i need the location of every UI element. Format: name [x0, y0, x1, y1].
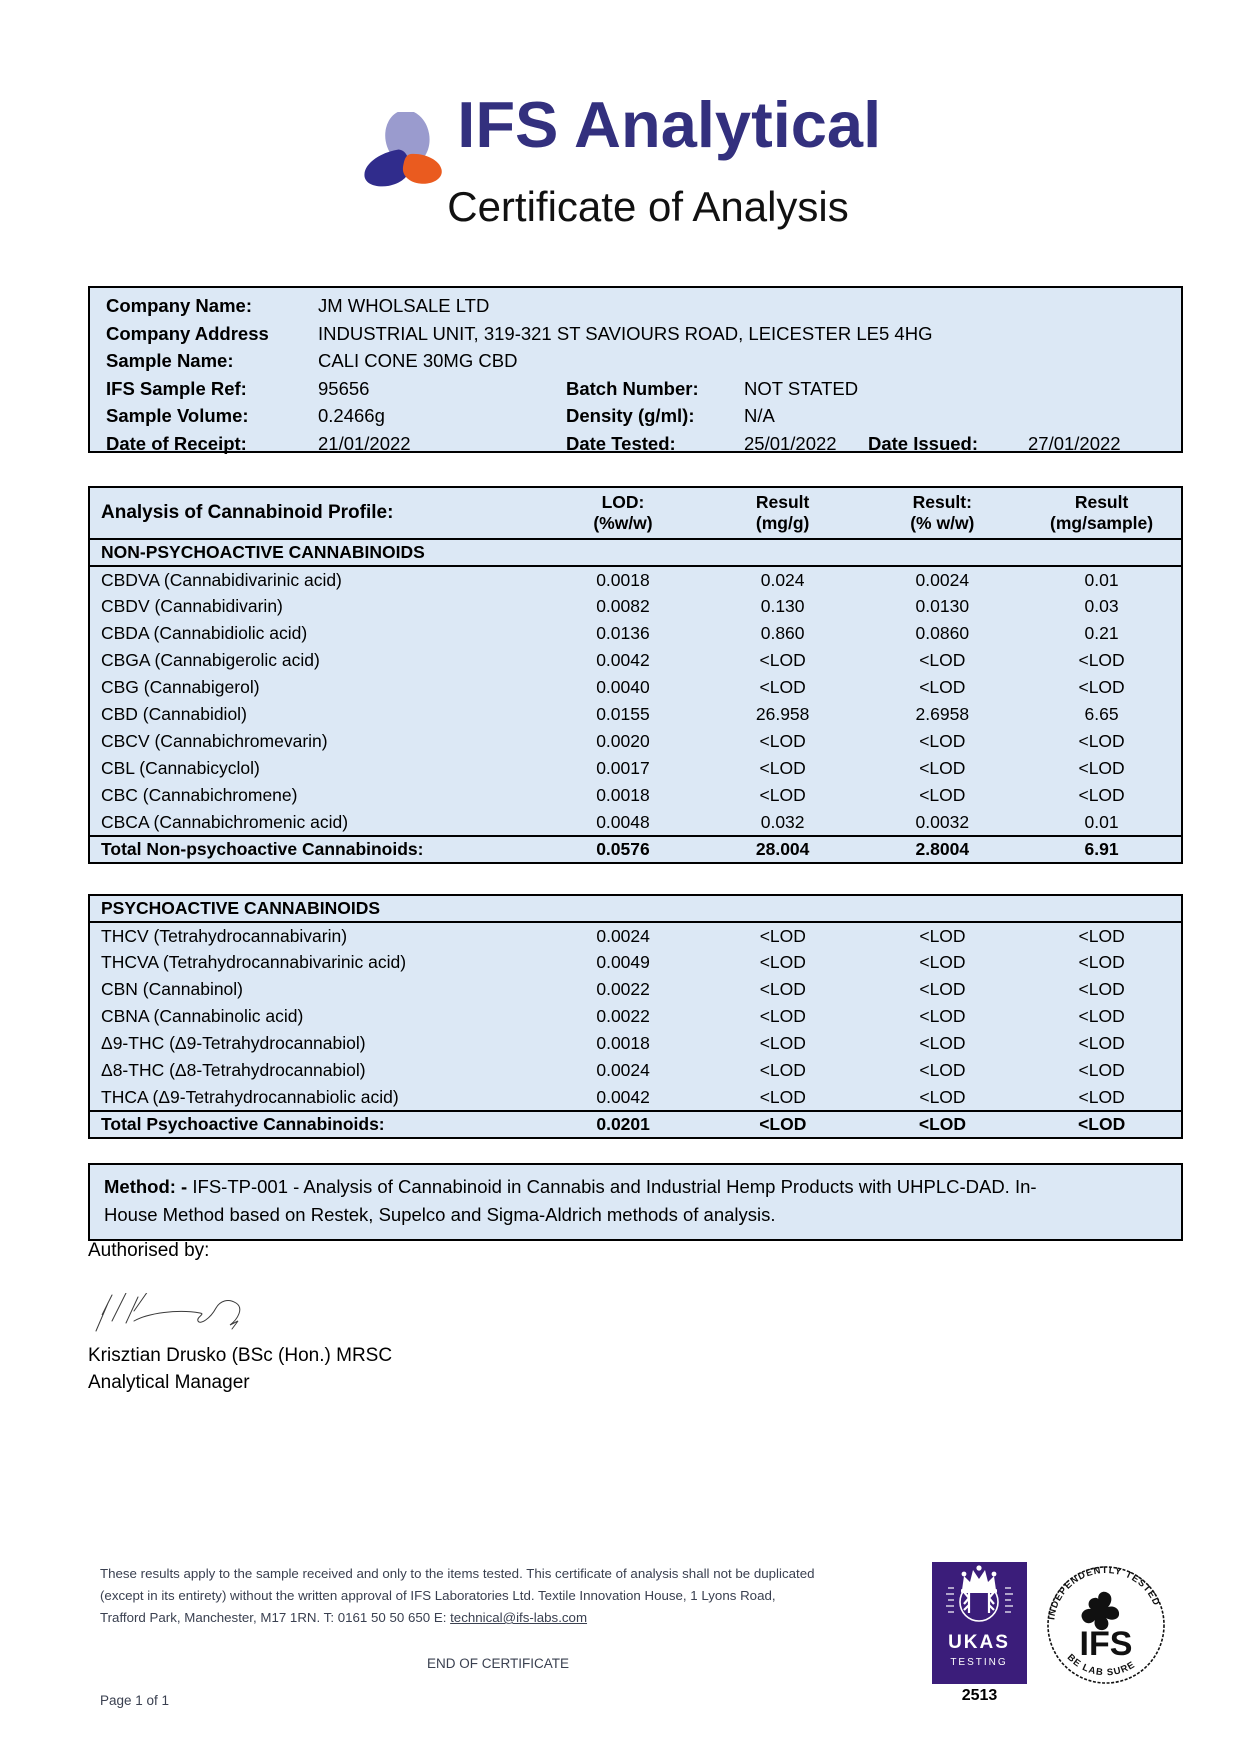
svg-text:TESTING: TESTING [950, 1657, 1007, 1668]
svg-text:UKAS: UKAS [948, 1632, 1010, 1653]
svg-text:IFS: IFS [1080, 1625, 1133, 1663]
